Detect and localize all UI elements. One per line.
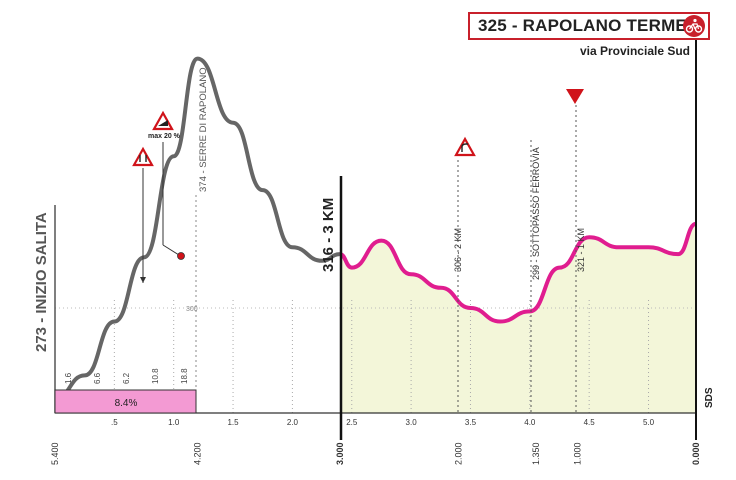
altitude-ref-label: 300 — [186, 306, 198, 313]
remaining-distance-label: 2.000 — [454, 442, 464, 465]
distance-ticks: .5 1.0 1.5 2.0 2.5 3.0 3.5 4.0 4.5 5.0 — [111, 418, 655, 427]
remaining-distances: 5.400 4.200 3.000 2.000 1.350 1.000 0.000 — [50, 442, 701, 465]
max-grade-label: max 20 % — [148, 133, 181, 140]
finish-title: 325 - RAPOLANO TERME — [478, 16, 687, 35]
distance-tick-label: 5.0 — [643, 418, 655, 427]
distance-tick-label: 3.5 — [465, 418, 477, 427]
remaining-distance-label: 1.350 — [531, 442, 541, 465]
avg-gradient-label: 8.4% — [115, 398, 138, 409]
finish-subtitle: via Provinciale Sud — [579, 44, 690, 58]
distance-tick-label: 3.0 — [406, 418, 418, 427]
gradient-row: 1.6 6.6 6.2 10.8 18.8 — [64, 368, 189, 384]
serre-label: 374 - SERRE DI RAPOLANO — [198, 67, 209, 192]
gradient-label: 18.8 — [180, 368, 189, 384]
sds-label: SDS — [704, 387, 715, 408]
curve-sign-icon — [454, 136, 476, 157]
distance-tick-label: 1.5 — [227, 418, 239, 427]
climb-profile-line — [54, 56, 341, 401]
avg-gradient-box — [54, 389, 197, 414]
three-km-label: 316 - 3 KM — [320, 198, 337, 272]
flamme-rouge-icon — [566, 89, 584, 104]
remaining-distance-label: 4.200 — [192, 442, 202, 465]
remaining-distance-label: 1.000 — [572, 442, 582, 465]
two-km-label: 306 - 2 KM — [453, 228, 463, 272]
remaining-distance-label: 5.400 — [50, 442, 60, 465]
distance-tick-label: 2.5 — [346, 418, 358, 427]
km-grid — [113, 300, 650, 413]
one-km-label: 321 - 1 KM — [576, 228, 586, 272]
distance-tick-label: 4.5 — [584, 418, 596, 427]
finish-cyclist-icon — [683, 15, 705, 37]
distance-tick-label: 4.0 — [524, 418, 536, 427]
final-km-fill — [339, 223, 696, 413]
distance-tick-label: .5 — [111, 418, 118, 427]
remaining-distance-label: 3.000 — [335, 442, 345, 465]
gradient-label: 1.6 — [64, 372, 73, 384]
steep-slope-sign-icon: max 20 % — [148, 110, 185, 260]
gradient-label: 6.6 — [93, 372, 102, 384]
distance-tick-label: 1.0 — [168, 418, 180, 427]
distance-tick-label: 2.0 — [287, 418, 299, 427]
remaining-distance-label: 0.000 — [691, 442, 701, 465]
start-climb-label: 273 - INIZIO SALITA — [33, 212, 50, 352]
finish-banner: 325 - RAPOLANO TERME — [468, 12, 710, 40]
gradient-label: 10.8 — [151, 368, 160, 384]
sottopasso-label: 299 - SOTTOPASSO FERROVIA — [531, 147, 541, 280]
final-profile-line — [339, 221, 697, 324]
gradient-label: 6.2 — [122, 372, 131, 384]
road-narrows-sign-icon — [132, 146, 154, 283]
